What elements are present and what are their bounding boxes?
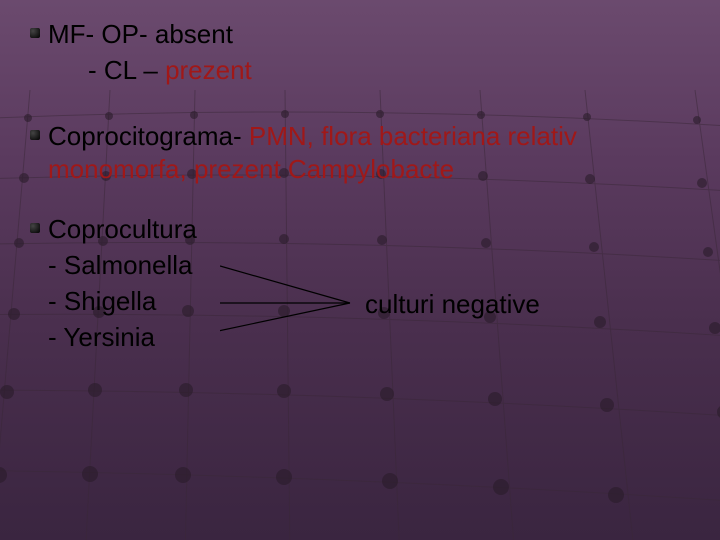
text-line: - Shigella (48, 285, 156, 319)
item-coprocitograma: Coprocitograma- PMN, flora bacteriana re… (30, 120, 690, 188)
bullet-icon (30, 130, 40, 140)
slide-content: MF- OP- absent - CL – prezent Coprocitog… (0, 0, 720, 374)
text-line: - Salmonella (48, 249, 193, 283)
bullet-icon (30, 28, 40, 38)
text-line: - Yersinia (48, 321, 155, 355)
coprocultura-block: Coprocultura - Salmonella - Shigella - Y… (30, 213, 690, 354)
text-segment: - CL – (88, 55, 165, 85)
text-line: Coprocultura (48, 213, 197, 247)
text-segment: Coprocitograma- (48, 121, 249, 151)
culturi-negative-label: culturi negative (365, 289, 540, 320)
text-line: MF- OP- absent (48, 18, 233, 52)
text-line: Coprocitograma- PMN, flora bacteriana re… (48, 120, 690, 188)
bracket-connector (220, 251, 370, 361)
text-line: - CL – prezent (88, 54, 252, 88)
item-mf-op: MF- OP- absent (30, 18, 690, 52)
text-segment-accent: prezent (165, 55, 252, 85)
bullet-icon (30, 223, 40, 233)
item-cl: - CL – prezent (30, 54, 690, 88)
item-coprocultura: Coprocultura (30, 213, 690, 247)
